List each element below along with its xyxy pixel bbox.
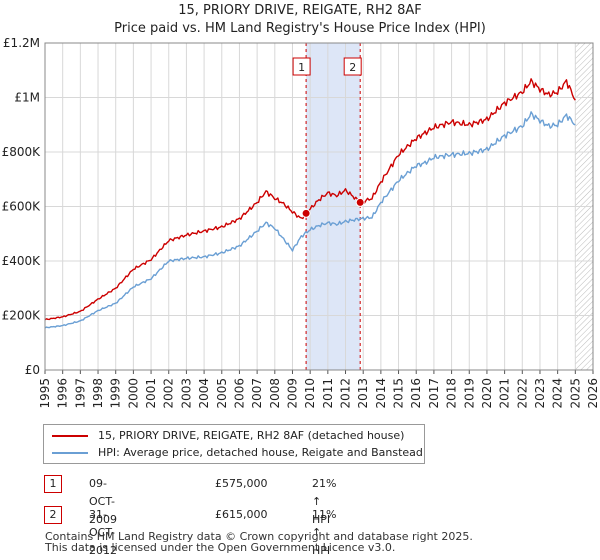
annotation-badge: 2 [44,506,62,524]
sale-point [301,208,311,218]
x-tick-label: 2025 [568,378,582,409]
footer-line-1: Contains HM Land Registry data © Crown c… [45,530,473,543]
sale-marker-label: 1 [298,61,305,74]
annotation-badge: 1 [44,475,62,493]
x-tick-label: 2007 [250,378,264,409]
x-tick-label: 2023 [533,378,547,409]
y-tick-label: £1.2M [3,36,40,50]
x-tick-label: 2021 [498,378,512,409]
x-tick-label: 2020 [480,378,494,409]
x-tick-label: 1996 [56,378,70,409]
annotation-date: 09-OCT-2009 [89,477,117,526]
y-tick-label: £800K [2,145,42,159]
legend-swatch-property [52,435,88,437]
y-tick-label: £600K [2,200,42,214]
x-tick-label: 2016 [409,378,423,409]
x-tick-label: 2019 [462,378,476,409]
legend-label-property: 15, PRIORY DRIVE, REIGATE, RH2 8AF (deta… [98,429,405,442]
x-tick-label: 2013 [356,378,370,409]
sale-point [355,197,365,207]
x-tick-label: 2017 [427,378,441,409]
legend-item-property: 15, PRIORY DRIVE, REIGATE, RH2 8AF (deta… [52,428,404,444]
property-price-line [44,78,576,321]
chart-subtitle: Price paid vs. HM Land Registry's House … [114,21,486,36]
x-tick-label: 2000 [126,378,140,409]
x-tick-label: 1998 [91,378,105,409]
x-tick-label: 2026 [586,378,600,409]
x-tick-label: 2002 [162,378,176,409]
x-tick-label: 2009 [285,378,299,409]
x-tick-label: 2024 [551,378,565,409]
sale-marker-label: 2 [349,61,356,74]
footer-line-2: This data is licensed under the Open Gov… [45,541,396,554]
x-tick-label: 2022 [515,378,529,409]
y-tick-label: £400K [2,254,42,268]
legend-item-hpi: HPI: Average price, detached house, Reig… [52,445,423,461]
x-tick-label: 2014 [374,378,388,409]
y-tick-label: £200K [2,309,42,323]
hpi-line [44,111,576,329]
chart-title: 15, PRIORY DRIVE, REIGATE, RH2 8AF [178,3,422,18]
x-tick-label: 2004 [197,378,211,409]
x-tick-label: 2018 [445,378,459,409]
footer: Contains HM Land Registry data © Crown c… [45,531,473,553]
annotation-hpi: 11% ↑ HPI [312,508,337,557]
sale-marker-badge [292,57,311,76]
sale-marker-badge [343,57,362,76]
annotation-price: £575,000 [215,477,268,490]
chart-legend: 15, PRIORY DRIVE, REIGATE, RH2 8AF (deta… [43,424,425,464]
x-tick-label: 1999 [109,378,123,409]
annotation-date: 31-OCT-2012 [89,508,117,557]
x-tick-label: 2010 [303,378,317,409]
x-tick-label: 2012 [339,378,353,409]
annotation-price: £615,000 [215,508,268,521]
x-tick-label: 2008 [268,378,282,409]
x-tick-label: 2015 [392,378,406,409]
y-tick-label: £0 [25,363,40,377]
plot-frame [44,42,594,371]
x-tick-label: 2005 [215,378,229,409]
annotation-hpi: 21% ↑ HPI [312,477,337,526]
legend-swatch-hpi [52,452,88,454]
legend-label-hpi: HPI: Average price, detached house, Reig… [98,446,423,459]
x-tick-label: 1995 [38,378,52,409]
y-tick-label: £1M [14,91,40,105]
x-tick-label: 2001 [144,378,158,409]
x-tick-label: 2003 [179,378,193,409]
x-tick-label: 2011 [321,378,335,409]
x-tick-label: 1997 [73,378,87,409]
x-tick-label: 2006 [232,378,246,409]
price-chart: 15, PRIORY DRIVE, REIGATE, RH2 8AF Price… [2,3,600,409]
